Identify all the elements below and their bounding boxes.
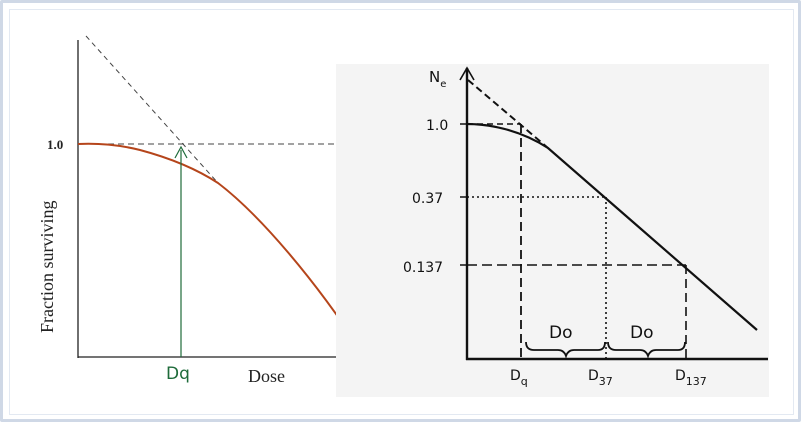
right-scan-background — [336, 64, 769, 397]
right-survival-diagram: Ne 1.0 0.37 0.137 Do Do Dq D37 D137 — [336, 64, 769, 397]
left-survival-diagram: 1.0 Fraction surviving Dq Dose — [37, 35, 395, 386]
right-brace-label-2: Do — [630, 323, 654, 343]
right-y-tick-label-3: 0.137 — [403, 260, 443, 276]
left-x-axis-label: Dose — [248, 366, 285, 386]
left-y-tick-1-0: 1.0 — [47, 137, 63, 152]
figure-inner-border — [9, 9, 794, 415]
right-brace-1 — [525, 341, 606, 359]
left-dq-label: Dq — [166, 364, 190, 384]
right-brace-label-1: Do — [549, 323, 573, 343]
left-survival-curve — [77, 142, 363, 353]
right-y-tick-label-1: 1.0 — [426, 118, 448, 134]
right-survival-curve — [466, 122, 758, 331]
right-brace-2 — [607, 341, 686, 359]
right-y-tick-label-2: 0.37 — [412, 191, 443, 207]
left-extrapolation-dashed-line — [85, 35, 219, 184]
left-y-axis-label: Fraction surviving — [37, 201, 57, 334]
right-x-tick-d37: D37 — [588, 368, 613, 388]
right-x-tick-d137: D137 — [675, 368, 707, 388]
right-x-tick-dq: Dq — [510, 368, 528, 388]
left-dq-arrow-head — [174, 145, 188, 159]
right-extrapolation-dashed-line — [467, 79, 549, 149]
right-y-axis-top-label: Ne — [429, 68, 446, 90]
right-y-axis-arrow — [459, 66, 475, 81]
